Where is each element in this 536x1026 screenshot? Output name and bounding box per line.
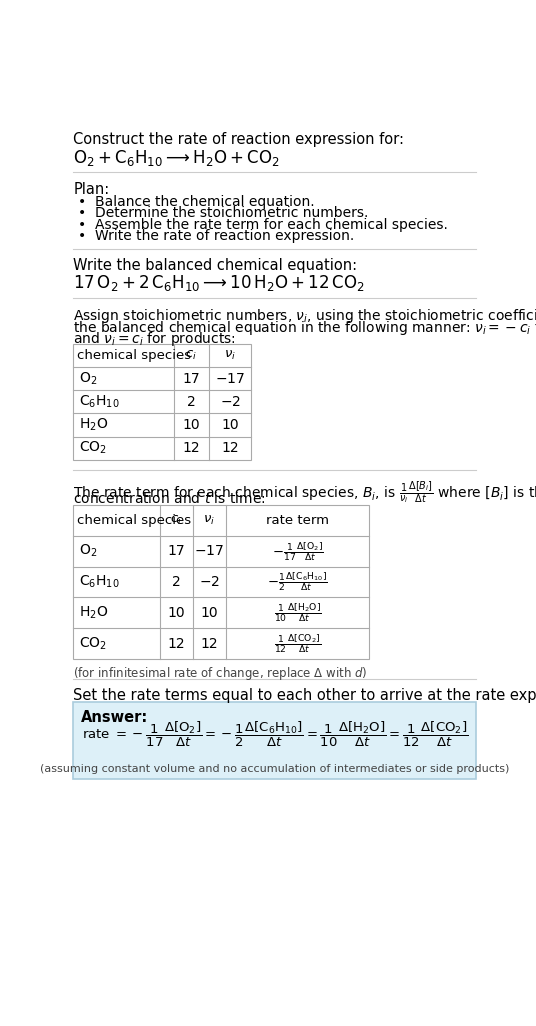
Text: (for infinitesimal rate of change, replace $\Delta$ with $d$): (for infinitesimal rate of change, repla…: [73, 665, 368, 682]
Text: chemical species: chemical species: [77, 514, 191, 527]
Text: $\mathrm{C_6H_{10}}$: $\mathrm{C_6H_{10}}$: [79, 394, 120, 410]
Text: Write the balanced chemical equation:: Write the balanced chemical equation:: [73, 258, 358, 273]
Text: •  Determine the stoichiometric numbers.: • Determine the stoichiometric numbers.: [78, 206, 368, 221]
Text: 17: 17: [183, 371, 200, 386]
Text: $\frac{1}{12}\frac{\Delta[\mathrm{CO_2}]}{\Delta t}$: $\frac{1}{12}\frac{\Delta[\mathrm{CO_2}]…: [274, 632, 321, 655]
Text: the balanced chemical equation in the following manner: $\nu_i = -c_i$ for react: the balanced chemical equation in the fo…: [73, 319, 536, 337]
Text: $\nu_i$: $\nu_i$: [203, 514, 215, 527]
Text: 12: 12: [200, 637, 218, 650]
Text: $-\frac{1}{2}\frac{\Delta[\mathrm{C_6H_{10}}]}{\Delta t}$: $-\frac{1}{2}\frac{\Delta[\mathrm{C_6H_{…: [267, 570, 328, 593]
Text: and $\nu_i = c_i$ for products:: and $\nu_i = c_i$ for products:: [73, 330, 236, 348]
Text: $-2$: $-2$: [220, 395, 241, 408]
Text: Construct the rate of reaction expression for:: Construct the rate of reaction expressio…: [73, 132, 404, 148]
Text: 10: 10: [167, 605, 185, 620]
Text: $\mathrm{H_2O}$: $\mathrm{H_2O}$: [79, 417, 109, 433]
Text: 10: 10: [221, 418, 239, 432]
Bar: [73, 344, 251, 460]
Text: $-17$: $-17$: [215, 371, 245, 386]
Text: $\mathrm{17\,O_2 + 2\,C_6H_{10} \longrightarrow 10\,H_2O + 12\,CO_2}$: $\mathrm{17\,O_2 + 2\,C_6H_{10} \longrig…: [73, 273, 365, 293]
Text: 10: 10: [183, 418, 200, 432]
Text: 12: 12: [221, 441, 239, 456]
Text: concentration and $t$ is time:: concentration and $t$ is time:: [73, 491, 266, 506]
Text: $c_i$: $c_i$: [170, 514, 182, 527]
Text: Answer:: Answer:: [81, 710, 148, 724]
Text: 10: 10: [200, 605, 218, 620]
Text: 12: 12: [167, 637, 185, 650]
Text: chemical species: chemical species: [77, 349, 191, 362]
Text: $\mathrm{CO_2}$: $\mathrm{CO_2}$: [79, 440, 107, 457]
Text: 2: 2: [172, 575, 181, 589]
Bar: [73, 505, 369, 659]
Text: The rate term for each chemical species, $B_i$, is $\frac{1}{\nu_i}\frac{\Delta[: The rate term for each chemical species,…: [73, 479, 536, 506]
Text: •  Balance the chemical equation.: • Balance the chemical equation.: [78, 195, 315, 208]
Text: $-\frac{1}{17}\frac{\Delta[\mathrm{O_2}]}{\Delta t}$: $-\frac{1}{17}\frac{\Delta[\mathrm{O_2}]…: [272, 540, 324, 562]
Text: •  Assemble the rate term for each chemical species.: • Assemble the rate term for each chemic…: [78, 218, 448, 232]
Text: 12: 12: [183, 441, 200, 456]
Text: Plan:: Plan:: [73, 182, 109, 197]
Bar: [73, 702, 476, 779]
Text: •  Write the rate of reaction expression.: • Write the rate of reaction expression.: [78, 230, 354, 243]
Text: $-2$: $-2$: [199, 575, 220, 589]
Text: rate term: rate term: [266, 514, 329, 527]
Text: $c_i$: $c_i$: [185, 349, 197, 362]
Text: $\frac{1}{10}\frac{\Delta[\mathrm{H_2O}]}{\Delta t}$: $\frac{1}{10}\frac{\Delta[\mathrm{H_2O}]…: [274, 601, 322, 624]
Text: $\mathrm{CO_2}$: $\mathrm{CO_2}$: [79, 635, 107, 652]
Text: Assign stoichiometric numbers, $\nu_i$, using the stoichiometric coefficients, $: Assign stoichiometric numbers, $\nu_i$, …: [73, 307, 536, 325]
Text: 2: 2: [187, 395, 196, 408]
Text: rate $= -\dfrac{1}{17}\dfrac{\Delta[\mathrm{O_2}]}{\Delta t} = -\dfrac{1}{2}\dfr: rate $= -\dfrac{1}{17}\dfrac{\Delta[\mat…: [81, 720, 468, 749]
Text: $\mathrm{C_6H_{10}}$: $\mathrm{C_6H_{10}}$: [79, 574, 120, 590]
Text: $\mathrm{O_2}$: $\mathrm{O_2}$: [79, 543, 98, 559]
Text: $\nu_i$: $\nu_i$: [224, 349, 236, 362]
Text: $-17$: $-17$: [194, 544, 224, 558]
Text: 17: 17: [167, 544, 185, 558]
Text: Set the rate terms equal to each other to arrive at the rate expression:: Set the rate terms equal to each other t…: [73, 688, 536, 703]
Text: (assuming constant volume and no accumulation of intermediates or side products): (assuming constant volume and no accumul…: [40, 763, 509, 774]
Text: $\mathrm{H_2O}$: $\mathrm{H_2O}$: [79, 604, 109, 621]
Text: $\mathrm{O_2}$: $\mathrm{O_2}$: [79, 370, 98, 387]
Text: $\mathrm{O_2 + C_6H_{10} \longrightarrow H_2O + CO_2}$: $\mathrm{O_2 + C_6H_{10} \longrightarrow…: [73, 148, 280, 168]
